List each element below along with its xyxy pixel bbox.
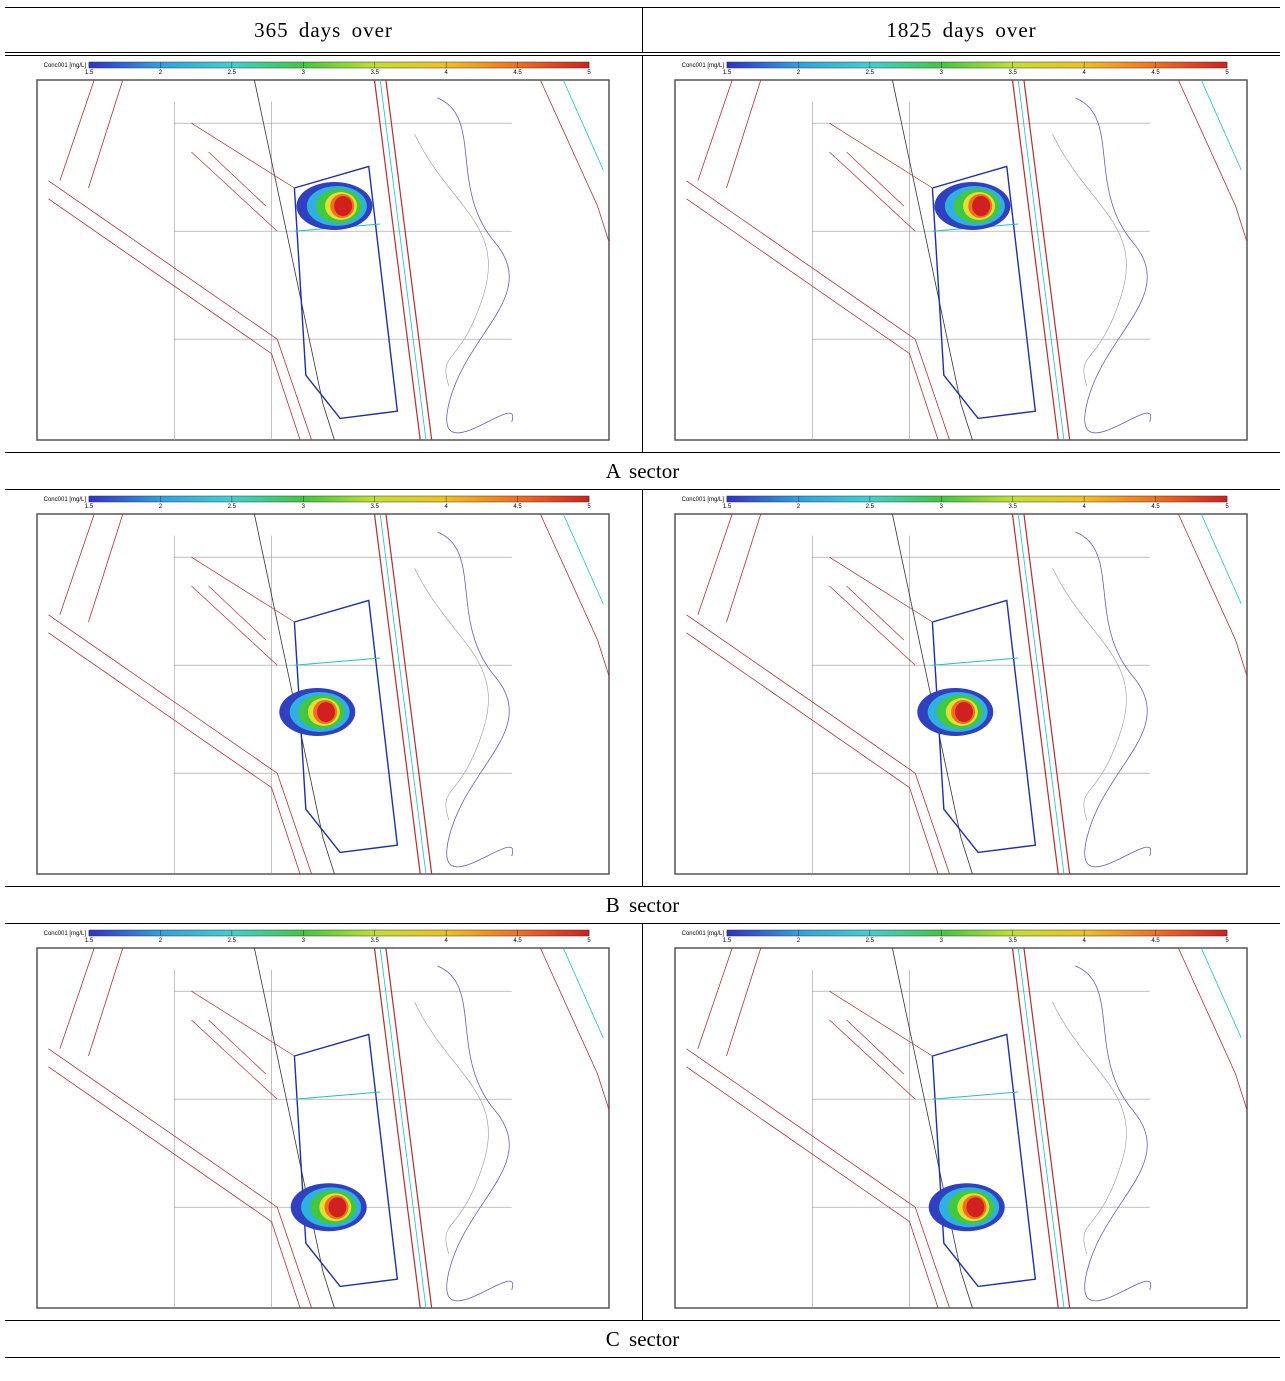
map — [675, 948, 1247, 1308]
colorbar-tick-label: 1.5 — [84, 70, 93, 76]
colorbar — [89, 496, 589, 502]
column-header: 1825 days over — [643, 8, 1281, 55]
map-panel: Conc001 [mg/L]1.5 2 2.5 3 3.5 4 4.5 5 — [29, 58, 619, 450]
colorbar-tick-label: 2.5 — [865, 504, 874, 510]
colorbar — [89, 62, 589, 68]
map-panel: Conc001 [mg/L]1.5 2 2.5 3 3.5 4 4.5 5 — [667, 492, 1257, 884]
map-frame — [675, 80, 1247, 440]
colorbar-tick-label: 3 — [939, 70, 943, 76]
colorbar-tick-label: 4.5 — [1151, 938, 1160, 944]
map-frame — [675, 948, 1247, 1308]
colorbar-tick-label: 3.5 — [370, 504, 379, 510]
colorbar-tick-label: 2.5 — [227, 70, 236, 76]
colorbar-tick-label: 5 — [587, 938, 591, 944]
colorbar-tick-label: 1.5 — [722, 938, 731, 944]
colorbar-tick-label: 4 — [444, 70, 448, 76]
map — [675, 514, 1247, 874]
page: 365 days over 1825 days over Conc001 [mg… — [0, 0, 1285, 1381]
map-panel: Conc001 [mg/L]1.5 2 2.5 3 3.5 4 4.5 5 — [667, 58, 1257, 450]
colorbar-tick-label: 2.5 — [227, 938, 236, 944]
colorbar-tick-label: 1.5 — [722, 504, 731, 510]
map — [675, 80, 1247, 440]
plume — [954, 702, 972, 722]
colorbar-label: Conc001 [mg/L] — [681, 63, 724, 69]
colorbar-label: Conc001 [mg/L] — [43, 497, 86, 503]
colorbar-label: Conc001 [mg/L] — [43, 931, 86, 937]
map-cell: Conc001 [mg/L]1.5 2 2.5 3 3.5 4 4.5 5 — [643, 924, 1281, 1321]
map-frame — [37, 80, 609, 440]
colorbar-tick-label: 4 — [1082, 70, 1086, 76]
plume — [328, 1197, 346, 1217]
colorbar-tick-label: 5 — [587, 504, 591, 510]
map — [37, 514, 609, 874]
plume — [972, 196, 990, 216]
map-panel: Conc001 [mg/L]1.5 2 2.5 3 3.5 4 4.5 5 — [29, 926, 619, 1318]
colorbar-label: Conc001 [mg/L] — [681, 931, 724, 937]
plume — [334, 196, 352, 216]
map-cell: Conc001 [mg/L]1.5 2 2.5 3 3.5 4 4.5 5 — [643, 54, 1281, 453]
colorbar — [727, 496, 1227, 502]
map-panel: Conc001 [mg/L]1.5 2 2.5 3 3.5 4 4.5 5 — [29, 492, 619, 884]
map-cell: Conc001 [mg/L]1.5 2 2.5 3 3.5 4 4.5 5 — [5, 924, 643, 1321]
colorbar-tick-label: 4.5 — [513, 504, 522, 510]
colorbar-tick-label: 4 — [444, 504, 448, 510]
colorbar — [727, 62, 1227, 68]
colorbar-tick-label: 2.5 — [227, 504, 236, 510]
colorbar-label: Conc001 [mg/L] — [43, 63, 86, 69]
colorbar-tick-label: 5 — [1225, 70, 1229, 76]
colorbar-tick-label: 3.5 — [370, 938, 379, 944]
column-header: 365 days over — [5, 8, 643, 55]
map — [37, 948, 609, 1308]
colorbar-tick-label: 4 — [444, 938, 448, 944]
map-cell: Conc001 [mg/L]1.5 2 2.5 3 3.5 4 4.5 5 — [5, 490, 643, 887]
colorbar-tick-label: 3 — [301, 70, 305, 76]
map-cell: Conc001 [mg/L]1.5 2 2.5 3 3.5 4 4.5 5 — [5, 54, 643, 453]
colorbar-tick-label: 2 — [158, 504, 162, 510]
colorbar-tick-label: 2 — [158, 70, 162, 76]
colorbar-tick-label: 4.5 — [1151, 504, 1160, 510]
map-cell: Conc001 [mg/L]1.5 2 2.5 3 3.5 4 4.5 5 — [643, 490, 1281, 887]
sector-label: C sector — [5, 1321, 1280, 1358]
colorbar-tick-label: 3.5 — [1008, 70, 1017, 76]
colorbar-tick-label: 3.5 — [370, 70, 379, 76]
plume — [966, 1197, 984, 1217]
colorbar-tick-label: 3 — [939, 504, 943, 510]
colorbar-tick-label: 1.5 — [722, 70, 731, 76]
sector-label: A sector — [5, 453, 1280, 490]
colorbar-tick-label: 2.5 — [865, 938, 874, 944]
colorbar-tick-label: 3 — [301, 938, 305, 944]
colorbar-tick-label: 2.5 — [865, 70, 874, 76]
sector-label: B sector — [5, 887, 1280, 924]
colorbar — [89, 930, 589, 936]
colorbar-tick-label: 1.5 — [84, 938, 93, 944]
colorbar-tick-label: 3 — [939, 938, 943, 944]
plume — [316, 702, 334, 722]
map — [37, 80, 609, 440]
colorbar-tick-label: 4.5 — [1151, 70, 1160, 76]
map-frame — [37, 948, 609, 1308]
colorbar-tick-label: 2 — [158, 938, 162, 944]
colorbar-label: Conc001 [mg/L] — [681, 497, 724, 503]
colorbar-tick-label: 2 — [796, 70, 800, 76]
colorbar — [727, 930, 1227, 936]
colorbar-tick-label: 1.5 — [84, 504, 93, 510]
colorbar-tick-label: 2 — [796, 938, 800, 944]
colorbar-tick-label: 4.5 — [513, 938, 522, 944]
colorbar-tick-label: 5 — [587, 70, 591, 76]
colorbar-tick-label: 4.5 — [513, 70, 522, 76]
colorbar-tick-label: 2 — [796, 504, 800, 510]
map-panel: Conc001 [mg/L]1.5 2 2.5 3 3.5 4 4.5 5 — [667, 926, 1257, 1318]
colorbar-tick-label: 4 — [1082, 504, 1086, 510]
colorbar-tick-label: 3.5 — [1008, 938, 1017, 944]
colorbar-tick-label: 5 — [1225, 504, 1229, 510]
colorbar-tick-label: 5 — [1225, 938, 1229, 944]
colorbar-tick-label: 4 — [1082, 938, 1086, 944]
colorbar-tick-label: 3.5 — [1008, 504, 1017, 510]
figure-table: 365 days over 1825 days over Conc001 [mg… — [5, 7, 1280, 1358]
colorbar-tick-label: 3 — [301, 504, 305, 510]
